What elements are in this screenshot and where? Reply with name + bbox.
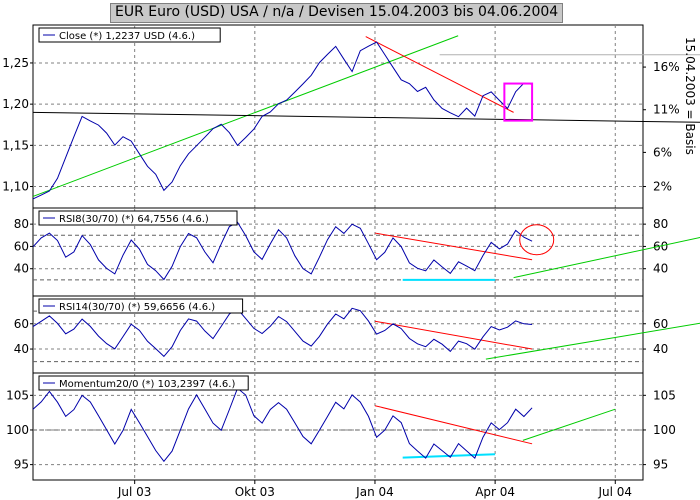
trend-line (522, 408, 616, 441)
series-line (32, 221, 533, 281)
y-right-tick-label: 100 (653, 423, 676, 437)
y-right-tick-label: 16% (653, 60, 680, 74)
x-tick-label: Apr 04 (475, 485, 515, 499)
y-right-tick-label: 60 (653, 317, 668, 331)
legend-label: RSI14(30/70) (*) 59,6656 (4.6.) (59, 302, 215, 313)
trend-line (32, 35, 459, 197)
legend-label: Momentum20/0 (*) 103,2397 (4.6.) (59, 379, 235, 390)
y-left-tick-label: 100 (6, 423, 29, 437)
legend: RSI8(30/70) (*) 64,7556 (4.6.) (38, 210, 238, 226)
y-right-tick-label: 40 (653, 262, 668, 276)
y-right-tick-label: 95 (653, 458, 668, 472)
panel-4: 95 100 105 95 100 105 Momentum20/0 (*) 103,239… (6, 372, 676, 481)
y-right-tick-label: 105 (653, 388, 676, 402)
x-tick-label: Jul 03 (117, 485, 152, 499)
highlight-box (503, 82, 534, 122)
legend-box (38, 210, 238, 226)
y-right-tick-label: 80 (653, 217, 668, 231)
series-line (32, 41, 533, 200)
panel-frame (32, 372, 644, 481)
series-line (32, 307, 533, 358)
panel-1: 1,10 1,15 1,20 1,25 2% 6% 11% 16% Close (*) 1,22… (2, 24, 700, 209)
y-left-tick-label: 1,20 (2, 97, 29, 111)
legend-box (38, 375, 249, 391)
chart-title: EUR Euro (USD) USA / n/a / Devisen 15.04… (110, 3, 564, 23)
y-left-tick-label: 105 (6, 388, 29, 402)
y-left-tick-label: 40 (14, 342, 29, 356)
trend-line (365, 36, 514, 113)
y-left-tick-label: 1,10 (2, 180, 29, 194)
trend-line (513, 236, 700, 279)
y-left-tick-label: 1,15 (2, 138, 29, 152)
x-tick-label: Jan 04 (355, 485, 394, 499)
y-right-tick-label: 11% (653, 103, 680, 117)
legend: Close (*) 1,2237 USD (4.6.) (38, 27, 221, 43)
series-line (32, 387, 533, 463)
legend: RSI14(30/70) (*) 59,6656 (4.6.) (38, 298, 244, 314)
legend-box (38, 27, 221, 43)
legend-label: Close (*) 1,2237 USD (4.6.) (59, 31, 195, 42)
trend-line (374, 405, 533, 445)
y-left-tick-label: 80 (14, 217, 29, 231)
trend-line (485, 322, 700, 360)
y-right-axis-label: 15.04.2003 = Basis (683, 37, 697, 155)
y-left-tick-label: 95 (14, 458, 29, 472)
legend-label: RSI8(30/70) (*) 64,7556 (4.6.) (59, 214, 209, 225)
panel-3: 40 60 40 60 RSI14(30/70) (*) 59,6656 (4.6.) (14, 295, 700, 374)
y-left-tick-label: 1,25 (2, 56, 29, 70)
y-right-tick-label: 2% (653, 180, 672, 194)
y-left-tick-label: 60 (14, 317, 29, 331)
trend-line (374, 320, 533, 350)
y-right-tick-label: 6% (653, 145, 672, 159)
x-tick-label: Okt 03 (235, 485, 275, 499)
panel-2: 406080406080RSI8(30/70) (*) 64,7556 (4.6… (14, 207, 700, 297)
highlight-ellipse (519, 224, 555, 256)
legend-box (38, 298, 244, 314)
y-right-tick-label: 40 (653, 342, 668, 356)
y-left-tick-label: 60 (14, 239, 29, 253)
trend-line (32, 111, 700, 123)
y-left-tick-label: 40 (14, 262, 29, 276)
x-tick-label: Jul 04 (597, 485, 632, 499)
trend-line (374, 232, 533, 261)
legend: Momentum20/0 (*) 103,2397 (4.6.) (38, 375, 249, 391)
